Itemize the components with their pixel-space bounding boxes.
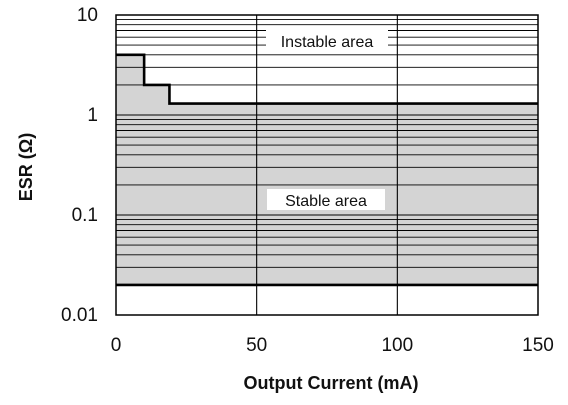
- stable-area-label: Stable area: [285, 193, 367, 210]
- x-tick-label: 50: [246, 335, 267, 356]
- y-tick-label: 10: [77, 5, 98, 26]
- x-tick-label: 150: [522, 335, 554, 356]
- x-axis-title: Output Current (mA): [244, 373, 419, 393]
- stable-area-fill: [116, 54, 538, 285]
- plot-frame: [115, 14, 539, 316]
- stable-fill-layer: [116, 54, 538, 285]
- boundary-layer: [116, 53, 538, 287]
- x-tick-label: 0: [111, 335, 122, 356]
- x-tick-label: 100: [381, 335, 413, 356]
- stable-area-label-background: [267, 189, 385, 210]
- y-tick-label: 0.01: [61, 305, 98, 326]
- instable-area-label-background: [266, 30, 388, 51]
- y-tick-label: 1: [87, 105, 98, 126]
- y-tick-label: 0.1: [72, 205, 98, 226]
- instable-area-label: Instable area: [281, 34, 374, 51]
- grid-layer: [115, 14, 539, 316]
- upper-esr-boundary-line: [116, 53, 538, 105]
- y-axis-title: ESR (Ω): [16, 133, 36, 201]
